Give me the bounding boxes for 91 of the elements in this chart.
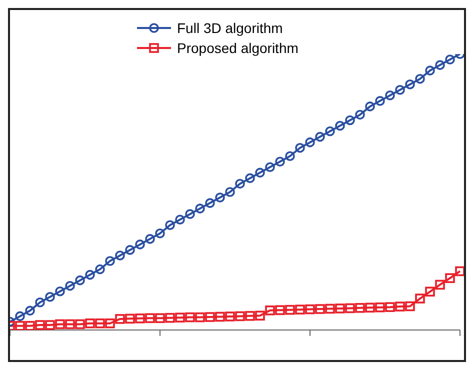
- point: [75, 275, 85, 286]
- point: [295, 142, 305, 153]
- point: [195, 312, 205, 322]
- point: [245, 311, 255, 321]
- point: [175, 312, 185, 322]
- point: [195, 204, 205, 214]
- point: [335, 120, 345, 131]
- point: [205, 312, 215, 322]
- point: [415, 74, 425, 84]
- point: [395, 84, 405, 95]
- point: [205, 198, 215, 208]
- legend-label: Full 3D algorithm: [177, 20, 283, 36]
- point: [245, 173, 255, 184]
- point: [85, 270, 95, 280]
- point: [455, 266, 464, 276]
- point: [275, 156, 285, 167]
- point: [295, 304, 305, 314]
- point: [95, 318, 105, 328]
- point: [435, 280, 445, 290]
- point: [445, 54, 455, 64]
- point: [75, 319, 85, 330]
- point: [325, 126, 335, 136]
- point: [215, 192, 225, 202]
- point: [25, 306, 35, 316]
- point: [375, 96, 385, 106]
- point: [385, 90, 395, 100]
- point: [225, 312, 235, 322]
- point: [315, 304, 325, 314]
- point: [115, 314, 125, 324]
- point: [225, 187, 235, 197]
- point: [415, 294, 425, 304]
- point: [115, 250, 125, 260]
- point: [355, 303, 365, 313]
- point: [125, 245, 135, 255]
- point: [345, 303, 355, 314]
- point: [85, 318, 95, 328]
- point: [335, 304, 345, 314]
- point: [255, 168, 265, 178]
- point: [215, 312, 225, 322]
- point: [365, 102, 375, 112]
- point: [25, 320, 35, 330]
- point: [405, 301, 415, 312]
- point: [65, 280, 75, 291]
- point: [45, 292, 55, 302]
- point: [125, 314, 135, 324]
- legend-label: Proposed algorithm: [177, 40, 298, 56]
- point: [425, 66, 435, 76]
- point: [365, 302, 375, 313]
- point: [275, 305, 285, 316]
- point: [405, 79, 415, 90]
- point: [425, 286, 435, 297]
- point: [325, 304, 335, 314]
- point: [265, 306, 275, 316]
- point: [35, 298, 45, 308]
- point: [315, 132, 325, 142]
- point: [375, 302, 385, 312]
- point: [165, 220, 175, 230]
- point: [145, 313, 155, 324]
- point: [165, 312, 175, 323]
- point: [285, 151, 295, 162]
- point: [135, 240, 145, 250]
- point: [385, 302, 395, 312]
- point: [105, 256, 115, 266]
- point: [105, 318, 115, 328]
- point: [305, 304, 315, 314]
- point: [355, 110, 365, 120]
- point: [155, 313, 165, 324]
- point: [185, 209, 195, 219]
- point: [35, 320, 45, 330]
- point: [255, 310, 265, 321]
- point: [175, 214, 185, 224]
- point: [435, 60, 445, 70]
- point: [345, 115, 355, 126]
- point: [135, 314, 145, 324]
- point: [15, 311, 25, 322]
- point: [235, 178, 245, 189]
- point: [445, 273, 455, 284]
- point: [15, 320, 25, 330]
- point: [55, 286, 65, 296]
- point: [145, 234, 155, 244]
- point: [285, 304, 295, 315]
- point: [95, 264, 105, 274]
- point: [265, 162, 275, 172]
- point: [395, 302, 405, 312]
- point: [235, 311, 245, 322]
- point: [45, 320, 55, 330]
- point: [65, 319, 75, 330]
- point: [155, 228, 165, 238]
- point: [305, 137, 315, 148]
- point: [55, 319, 65, 330]
- point: [185, 312, 195, 322]
